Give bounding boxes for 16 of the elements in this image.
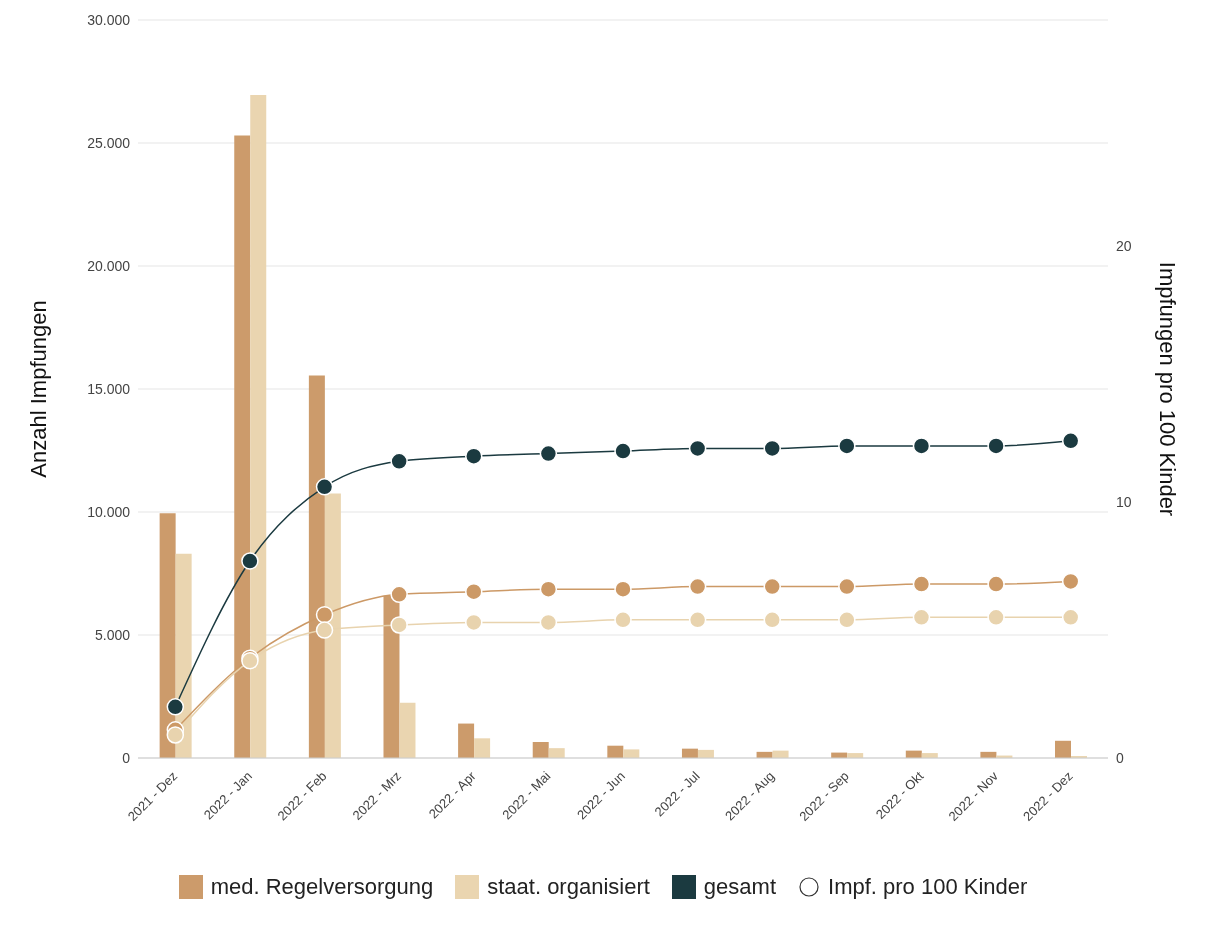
- y2-tick-label: 10: [1116, 494, 1132, 511]
- y-tick-label: 20.000: [87, 257, 131, 274]
- y-tick-label: 10.000: [87, 503, 131, 520]
- y-tick-label: 0: [122, 749, 131, 766]
- y2-tick-label: 20: [1116, 238, 1132, 255]
- legend-label: staat. organisiert: [487, 874, 650, 900]
- y2-axis-title: Impfungen pro 100 Kinder: [1155, 261, 1181, 517]
- legend-label: med. Regelversorgung: [210, 874, 434, 900]
- text: Impf. pro 100 Kinder: [828, 874, 1028, 900]
- y-tick-label: 30.000: [87, 11, 131, 28]
- legend-label: gesamt: [703, 874, 777, 900]
- y-tick-label: 15.000: [87, 380, 131, 397]
- y-tick-label: 25.000: [87, 134, 131, 151]
- y-axis-title: Anzahl Impfungen: [25, 300, 51, 478]
- y-tick-label: 5.000: [94, 626, 131, 643]
- y2-tick-label: 0: [1116, 749, 1124, 766]
